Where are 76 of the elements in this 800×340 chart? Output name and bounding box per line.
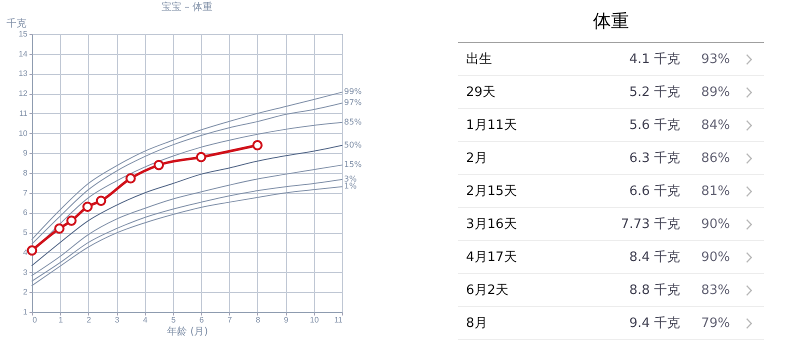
point	[96, 196, 106, 206]
series-label: 50%	[344, 140, 362, 150]
text: 79%	[700, 316, 730, 330]
series-label: 99%	[344, 87, 362, 96]
y-tick-label: 1	[23, 308, 28, 316]
text: 出生	[465, 51, 493, 68]
text: 4月17天	[465, 249, 518, 266]
text: 6.6 千克	[628, 183, 680, 200]
y-tick-label: 11	[19, 108, 28, 118]
text: 2月15天	[465, 183, 518, 200]
y-tick-label: 14	[18, 49, 28, 58]
text: 81%	[700, 184, 730, 198]
series-label: 85%	[344, 117, 362, 126]
point	[54, 223, 65, 234]
point	[196, 152, 206, 162]
text: 90%	[700, 250, 730, 264]
y-tick-label: 6	[23, 208, 28, 218]
text: 8.8 千克	[628, 282, 680, 299]
x-tick-label: 0	[32, 316, 38, 324]
text: 83%	[700, 282, 730, 298]
text: 6月2天	[465, 282, 510, 299]
x-tick-label: 1	[58, 316, 64, 324]
text: 体重	[458, 4, 764, 43]
y-axis-title: 千克	[6, 18, 26, 30]
x-tick-label: 9	[284, 316, 289, 324]
series-label: 1%	[344, 182, 358, 191]
text: 3月16天	[465, 216, 518, 233]
text: 29天	[465, 84, 497, 101]
y-tick-label: 7	[23, 188, 28, 198]
text: 2月	[465, 150, 488, 167]
line-series	[32, 164, 342, 276]
y-tick-label: 9	[23, 148, 28, 158]
x-tick-label: 4	[143, 316, 148, 324]
series-label: 97%	[344, 98, 362, 108]
text: 1月11天	[465, 117, 518, 134]
line-series	[32, 144, 342, 266]
y-tick-label: 12	[18, 89, 28, 98]
text: 5.6 千克	[628, 117, 680, 134]
text: 89%	[700, 84, 730, 100]
y-tick-label: 13	[18, 69, 28, 78]
y-tick-label: 15	[18, 30, 28, 38]
point	[154, 160, 164, 170]
text: 90%	[700, 216, 730, 232]
x-tick-label: 5	[171, 316, 176, 324]
series-label: 3%	[344, 174, 358, 184]
y-tick-label: 3	[23, 268, 28, 277]
x-axis-title: 年龄 (月)	[167, 326, 208, 338]
x-tick-label: 7	[228, 316, 233, 324]
text: 84%	[700, 118, 730, 132]
point	[252, 140, 263, 150]
chart-title: 宝宝 – 体重	[161, 1, 213, 13]
text: 86%	[700, 150, 730, 166]
text: 6.3 千克	[628, 150, 680, 167]
x-tick-label: 8	[256, 316, 261, 324]
x-tick-label: 10	[310, 316, 320, 324]
y-tick-label: 5	[23, 228, 28, 238]
point	[125, 173, 136, 184]
text: 8月	[465, 315, 488, 332]
y-tick-label: 4	[23, 248, 28, 257]
x-tick-label: 6	[199, 316, 204, 324]
text: 4.1 千克	[628, 51, 680, 68]
point	[26, 245, 38, 256]
y-tick-label: 2	[23, 288, 28, 297]
text: 8.4 千克	[628, 249, 680, 266]
y-tick-label: 8	[23, 168, 28, 178]
text: 5.2 千克	[628, 84, 680, 101]
x-tick-label: 11	[334, 316, 344, 324]
x-tick-label: 2	[86, 316, 92, 324]
y-tick-label: 10	[18, 128, 28, 138]
text: 93%	[700, 52, 730, 66]
series-label: 15%	[344, 160, 362, 170]
x-tick-label: 3	[114, 316, 120, 324]
point	[82, 202, 93, 212]
text: 9.4 千克	[628, 315, 680, 332]
point	[66, 215, 77, 226]
text: 7.73 千克	[620, 216, 680, 233]
